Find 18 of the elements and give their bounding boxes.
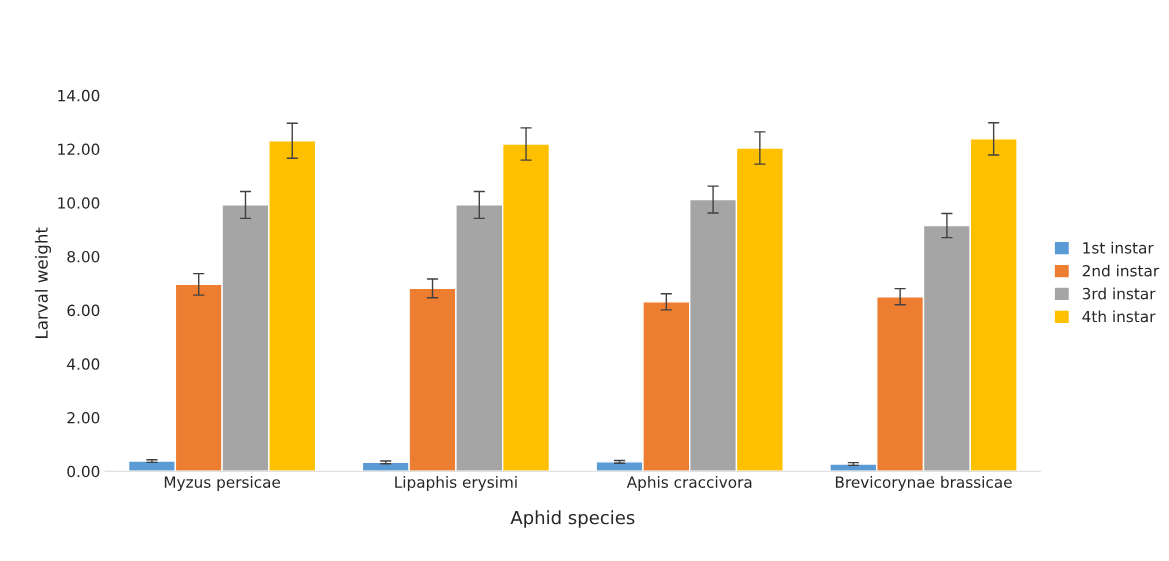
y-tick-label: 0.00 bbox=[67, 465, 100, 478]
legend-label: 2nd instar bbox=[1082, 264, 1160, 277]
y-tick-label: 4.00 bbox=[67, 358, 100, 370]
x-tick-label: Myzus persicae bbox=[164, 476, 281, 491]
x-tick-label: Lipaphis erysimi bbox=[395, 476, 517, 491]
legend-label: 3rd instar bbox=[1082, 287, 1156, 300]
y-tick-label: 8.00 bbox=[67, 250, 100, 263]
y-tick-label: 10.00 bbox=[58, 197, 100, 209]
y-tick-label: 14.00 bbox=[58, 89, 100, 102]
legend-label: 1st instar bbox=[1083, 241, 1154, 254]
y-axis-title: Larval weight bbox=[34, 227, 52, 338]
legend-label: 4th instar bbox=[1082, 310, 1156, 323]
y-tick-label: 6.00 bbox=[67, 304, 100, 317]
y-tick-label: 12.00 bbox=[58, 143, 100, 156]
y-tick-label: 2.00 bbox=[67, 412, 100, 424]
x-tick-label: Brevicorynae brassicae bbox=[835, 476, 1012, 491]
x-axis-title: Aphid species bbox=[510, 510, 635, 528]
x-tick-label: Aphis craccivora bbox=[626, 476, 752, 491]
